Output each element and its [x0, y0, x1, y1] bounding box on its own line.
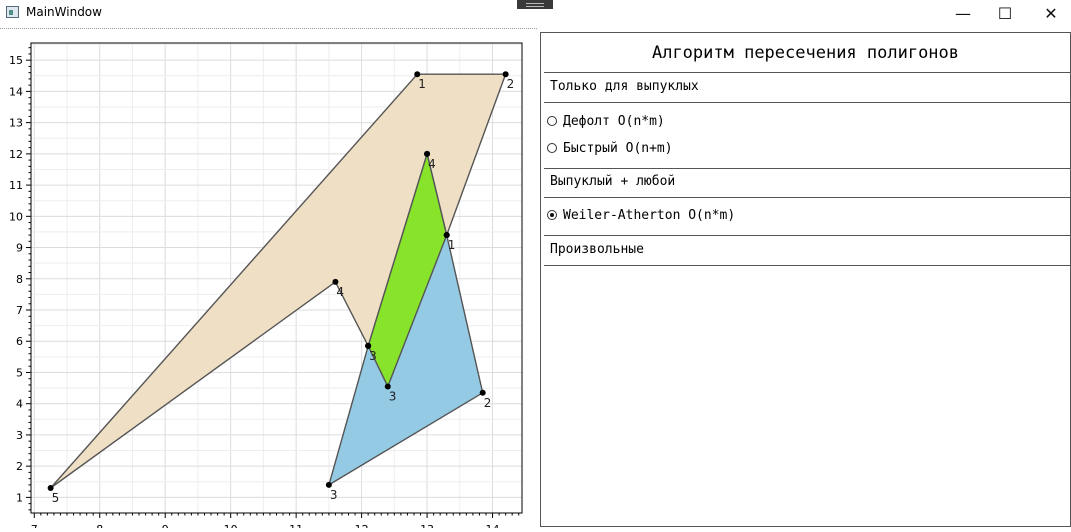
vertex-point	[384, 383, 391, 390]
panel-title: Алгоритм пересечения полигонов	[651, 43, 960, 63]
title-bar: MainWindow — ☐ ✕	[0, 0, 1071, 26]
y-tick-label: 11	[9, 179, 23, 192]
vertex-label: 1	[418, 77, 426, 91]
x-tick-label: 10	[224, 523, 238, 528]
x-tick-label: 12	[355, 523, 369, 528]
section-convex-any: Выпуклый + любой	[550, 174, 676, 189]
x-tick-label: 11	[289, 523, 303, 528]
divider	[544, 197, 1070, 198]
drag-grip[interactable]	[517, 0, 553, 9]
radio-fast[interactable]: Быстрый O(n+m)	[547, 140, 673, 156]
section-convex-only: Только для выпуклых	[550, 79, 699, 94]
x-tick-label: 8	[96, 523, 103, 528]
radio-weiler-label: Weiler-Atherton O(n*m)	[563, 207, 736, 223]
divider	[544, 72, 1070, 73]
y-tick-label: 14	[9, 85, 23, 98]
y-tick-label: 10	[9, 210, 23, 223]
vertex-point	[332, 278, 339, 285]
x-tick-label: 13	[420, 523, 434, 528]
vertex-label: 1	[448, 238, 456, 252]
y-tick-label: 7	[16, 304, 23, 317]
close-button[interactable]: ✕	[1044, 3, 1058, 23]
vertex-label: 3	[389, 390, 397, 404]
vertex-point	[414, 71, 421, 78]
algorithm-panel: Алгоритм пересечения полигонов Только дл…	[540, 32, 1071, 527]
y-tick-label: 12	[9, 148, 23, 161]
vertex-point	[365, 342, 372, 349]
vertex-point	[479, 389, 486, 396]
radio-circle[interactable]	[547, 210, 557, 220]
vertex-point	[424, 150, 431, 157]
radio-circle[interactable]	[547, 116, 557, 126]
window-border	[0, 28, 537, 29]
y-tick-label: 13	[9, 117, 23, 130]
window-title: MainWindow	[26, 5, 102, 19]
section-arbitrary: Произвольные	[550, 242, 644, 257]
y-tick-label: 9	[16, 242, 23, 255]
maximize-button[interactable]: ☐	[997, 3, 1013, 23]
divider	[544, 168, 1070, 169]
vertex-label: 3	[369, 349, 377, 363]
y-tick-label: 6	[16, 335, 23, 348]
y-tick-label: 15	[9, 54, 23, 67]
vertex-label: 3	[330, 488, 338, 502]
vertex-label: 4	[336, 285, 344, 299]
vertex-point	[443, 232, 450, 239]
plot-svg: 1234512343789101112131412345678910111213…	[9, 42, 523, 532]
divider	[544, 265, 1070, 266]
divider	[544, 235, 1070, 236]
vertex-label: 2	[484, 396, 492, 410]
radio-default[interactable]: Дефолт O(n*m)	[547, 113, 665, 129]
radio-default-label: Дефолт O(n*m)	[563, 113, 665, 129]
y-tick-label: 5	[16, 366, 23, 379]
app-icon	[6, 6, 19, 18]
vertex-label: 2	[507, 77, 515, 91]
radio-weiler-atherton[interactable]: Weiler-Atherton O(n*m)	[547, 207, 735, 223]
radio-fast-label: Быстрый O(n+m)	[563, 140, 673, 156]
y-tick-label: 2	[16, 460, 23, 473]
x-tick-label: 14	[486, 523, 500, 528]
y-tick-label: 4	[16, 398, 23, 411]
y-tick-label: 8	[16, 273, 23, 286]
polygon-plot[interactable]: 1234512343789101112131412345678910111213…	[0, 28, 537, 532]
vertex-label: 5	[52, 491, 60, 505]
divider	[544, 102, 1070, 103]
x-tick-label: 7	[31, 523, 38, 528]
vertex-point	[325, 481, 332, 488]
x-tick-label: 9	[162, 523, 169, 528]
vertex-point	[502, 71, 509, 78]
radio-circle[interactable]	[547, 143, 557, 153]
y-tick-label: 1	[16, 491, 23, 504]
y-tick-label: 3	[16, 429, 23, 442]
vertex-point	[47, 485, 54, 492]
vertex-label: 4	[428, 157, 436, 171]
minimize-button[interactable]: —	[955, 3, 971, 23]
